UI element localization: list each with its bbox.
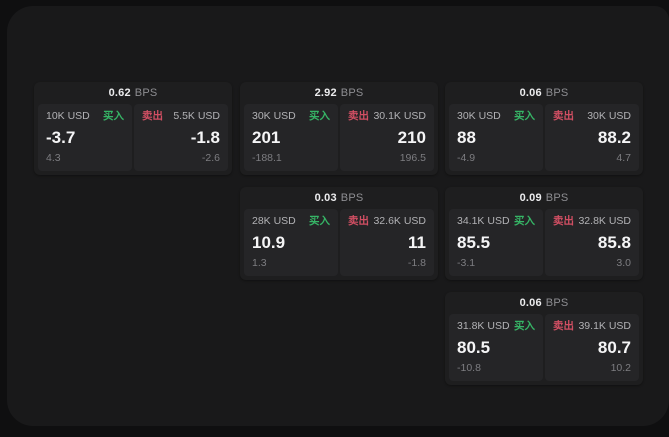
quote-card: 0.03 BPS 28K USD 买入 10.9 1.3 卖出 32.6K US… [240, 187, 438, 280]
buy-panel[interactable]: 10K USD 买入 -3.7 4.3 [38, 104, 132, 171]
sell-price: 88.2 [597, 127, 631, 147]
quote-body: 31.8K USD 买入 80.5 -10.8 卖出 39.1K USD 80.… [445, 314, 643, 385]
sell-size: 32.8K USD [578, 215, 631, 227]
sell-label: 卖出 [142, 110, 163, 122]
buy-panel[interactable]: 34.1K USD 买入 85.5 -3.1 [449, 209, 543, 276]
sell-panel[interactable]: 卖出 32.6K USD 11 -1.8 [340, 209, 434, 276]
buy-price: 10.9 [252, 232, 286, 252]
buy-size: 30K USD [252, 110, 296, 122]
quote-body: 28K USD 买入 10.9 1.3 卖出 32.6K USD 11 -1.8 [240, 209, 438, 280]
sell-label: 卖出 [348, 110, 369, 122]
buy-price: 201 [252, 127, 281, 147]
sell-price: 80.7 [597, 337, 631, 357]
bps-unit-label: BPS [545, 87, 569, 99]
bps-header: 0.06 BPS [445, 82, 643, 104]
buy-price: 88 [457, 127, 476, 147]
sell-label: 卖出 [553, 320, 574, 332]
sell-label: 卖出 [348, 215, 369, 227]
quote-card: 0.09 BPS 34.1K USD 买入 85.5 -3.1 卖出 32.8K… [445, 187, 643, 280]
bps-unit-label: BPS [340, 192, 364, 204]
buy-panel[interactable]: 28K USD 买入 10.9 1.3 [244, 209, 338, 276]
quote-body: 10K USD 买入 -3.7 4.3 卖出 5.5K USD -1.8 -2.… [34, 104, 232, 175]
sell-delta: 10.2 [610, 362, 631, 374]
buy-label: 买入 [514, 215, 535, 227]
quote-card: 0.06 BPS 31.8K USD 买入 80.5 -10.8 卖出 39.1… [445, 292, 643, 385]
buy-delta: 1.3 [252, 257, 267, 269]
bps-value: 0.06 [519, 297, 542, 309]
buy-delta: -10.8 [457, 362, 481, 374]
bps-value: 0.62 [108, 87, 131, 99]
sell-size: 5.5K USD [173, 110, 220, 122]
sell-price: 85.8 [597, 232, 631, 252]
buy-label: 买入 [309, 110, 330, 122]
buy-price: 85.5 [457, 232, 491, 252]
sell-delta: 4.7 [616, 152, 631, 164]
buy-label: 买入 [309, 215, 330, 227]
buy-size: 31.8K USD [457, 320, 510, 332]
sell-panel[interactable]: 卖出 30K USD 88.2 4.7 [545, 104, 639, 171]
buy-label: 买入 [514, 110, 535, 122]
bps-header: 0.03 BPS [240, 187, 438, 209]
bps-value: 0.06 [519, 87, 542, 99]
bps-header: 0.62 BPS [34, 82, 232, 104]
sell-panel[interactable]: 卖出 39.1K USD 80.7 10.2 [545, 314, 639, 381]
bps-unit-label: BPS [545, 297, 569, 309]
quote-body: 34.1K USD 买入 85.5 -3.1 卖出 32.8K USD 85.8… [445, 209, 643, 280]
sell-size: 30.1K USD [373, 110, 426, 122]
quote-card: 0.06 BPS 30K USD 买入 88 -4.9 卖出 30K USD 8… [445, 82, 643, 175]
bps-unit-label: BPS [545, 192, 569, 204]
bps-value: 2.92 [314, 87, 337, 99]
buy-label: 买入 [103, 110, 124, 122]
buy-delta: -188.1 [252, 152, 282, 164]
buy-panel[interactable]: 30K USD 买入 88 -4.9 [449, 104, 543, 171]
bps-header: 0.09 BPS [445, 187, 643, 209]
buy-price: -3.7 [46, 127, 76, 147]
bps-value: 0.03 [314, 192, 337, 204]
quote-body: 30K USD 买入 88 -4.9 卖出 30K USD 88.2 4.7 [445, 104, 643, 175]
buy-panel[interactable]: 30K USD 买入 201 -188.1 [244, 104, 338, 171]
bps-unit-label: BPS [134, 87, 158, 99]
sell-delta: -1.8 [407, 257, 426, 269]
buy-panel[interactable]: 31.8K USD 买入 80.5 -10.8 [449, 314, 543, 381]
sell-delta: 196.5 [399, 152, 426, 164]
bps-unit-label: BPS [340, 87, 364, 99]
sell-panel[interactable]: 卖出 30.1K USD 210 196.5 [340, 104, 434, 171]
quote-card: 0.62 BPS 10K USD 买入 -3.7 4.3 卖出 5.5K USD… [34, 82, 232, 175]
sell-size: 32.6K USD [373, 215, 426, 227]
sell-price: 11 [408, 232, 426, 252]
buy-size: 28K USD [252, 215, 296, 227]
sell-label: 卖出 [553, 110, 574, 122]
buy-label: 买入 [514, 320, 535, 332]
sell-size: 39.1K USD [578, 320, 631, 332]
sell-label: 卖出 [553, 215, 574, 227]
bps-header: 2.92 BPS [240, 82, 438, 104]
sell-delta: 3.0 [616, 257, 631, 269]
bps-header: 0.06 BPS [445, 292, 643, 314]
quote-card: 2.92 BPS 30K USD 买入 201 -188.1 卖出 30.1K … [240, 82, 438, 175]
buy-delta: 4.3 [46, 152, 61, 164]
sell-size: 30K USD [587, 110, 631, 122]
buy-size: 10K USD [46, 110, 90, 122]
sell-price: -1.8 [190, 127, 220, 147]
quote-body: 30K USD 买入 201 -188.1 卖出 30.1K USD 210 1… [240, 104, 438, 175]
buy-delta: -4.9 [457, 152, 476, 164]
sell-panel[interactable]: 卖出 32.8K USD 85.8 3.0 [545, 209, 639, 276]
sell-panel[interactable]: 卖出 5.5K USD -1.8 -2.6 [134, 104, 228, 171]
sell-delta: -2.6 [201, 152, 220, 164]
buy-delta: -3.1 [457, 257, 476, 269]
buy-price: 80.5 [457, 337, 491, 357]
buy-size: 34.1K USD [457, 215, 510, 227]
sell-price: 210 [397, 127, 426, 147]
bps-value: 0.09 [519, 192, 542, 204]
buy-size: 30K USD [457, 110, 501, 122]
